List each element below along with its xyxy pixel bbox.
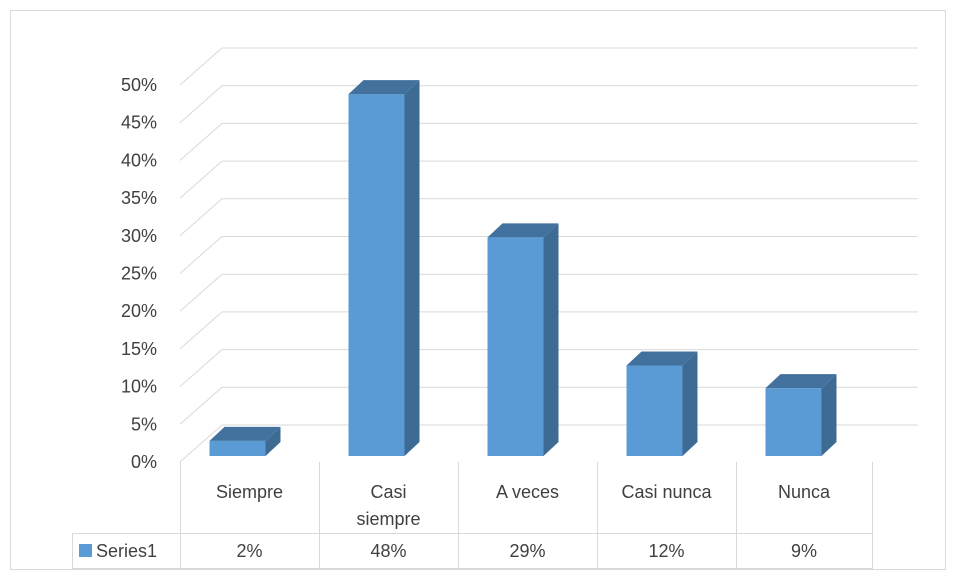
gridline-diagonal xyxy=(179,273,223,312)
data-label: 48% xyxy=(370,541,406,561)
gridline-diagonal xyxy=(179,236,223,274)
series-name: Series1 xyxy=(96,541,157,561)
bar-top xyxy=(487,223,559,238)
y-tick-label: 45% xyxy=(121,113,157,133)
data-table: Siempre Casi siempre A veces Casi nunca Nunca… xyxy=(72,462,873,569)
legend-key xyxy=(79,544,92,557)
bar-side xyxy=(821,374,837,456)
x-tick-label: Nunca xyxy=(778,482,831,502)
y-tick-label: 5% xyxy=(131,414,157,434)
x-tick-label: Casi siempre xyxy=(356,482,420,529)
y-tick-label: 15% xyxy=(121,339,157,359)
data-label: 12% xyxy=(648,541,684,561)
bar-top xyxy=(348,80,420,95)
chart-border xyxy=(10,10,946,570)
gridline-diagonal xyxy=(179,424,223,463)
bar xyxy=(487,237,544,456)
bars xyxy=(209,80,837,456)
y-tick-label: 35% xyxy=(121,188,157,208)
bar xyxy=(209,440,266,456)
bar-top xyxy=(209,426,281,441)
bar-top xyxy=(626,351,698,366)
data-label: 29% xyxy=(509,541,545,561)
y-tick-label: 20% xyxy=(121,301,157,321)
gridline-diagonal xyxy=(179,349,223,387)
gridlines xyxy=(179,47,918,463)
y-tick-label: 30% xyxy=(121,226,157,246)
bar-side xyxy=(404,80,420,456)
gridline-diagonal xyxy=(179,47,223,86)
bar-side xyxy=(265,426,281,456)
data-label: 9% xyxy=(791,541,817,561)
gridline-diagonal xyxy=(179,198,223,237)
gridline-diagonal xyxy=(179,123,223,161)
data-label: 2% xyxy=(236,541,262,561)
x-tick-label: Casi nunca xyxy=(621,482,712,502)
bar-side xyxy=(543,223,559,456)
y-tick-label: 25% xyxy=(121,264,157,284)
y-axis-ticks: 0% 5% 10% 15% 20% 25% 30% 35% 40% 45% 50% xyxy=(121,75,157,472)
bar xyxy=(765,388,822,456)
bar-side xyxy=(682,351,698,456)
y-tick-label: 10% xyxy=(121,377,157,397)
gridline-diagonal xyxy=(179,311,223,350)
bar xyxy=(348,94,405,456)
gridline-diagonal xyxy=(179,160,223,199)
bar-top xyxy=(765,374,837,389)
x-tick-label: A veces xyxy=(496,482,559,502)
x-tick-label: Siempre xyxy=(216,482,283,502)
bar xyxy=(626,365,683,456)
gridline-diagonal xyxy=(179,85,223,124)
gridline-diagonal xyxy=(179,386,223,425)
y-tick-label: 50% xyxy=(121,75,157,95)
y-tick-label: 40% xyxy=(121,150,157,170)
y-tick-label: 0% xyxy=(131,452,157,472)
